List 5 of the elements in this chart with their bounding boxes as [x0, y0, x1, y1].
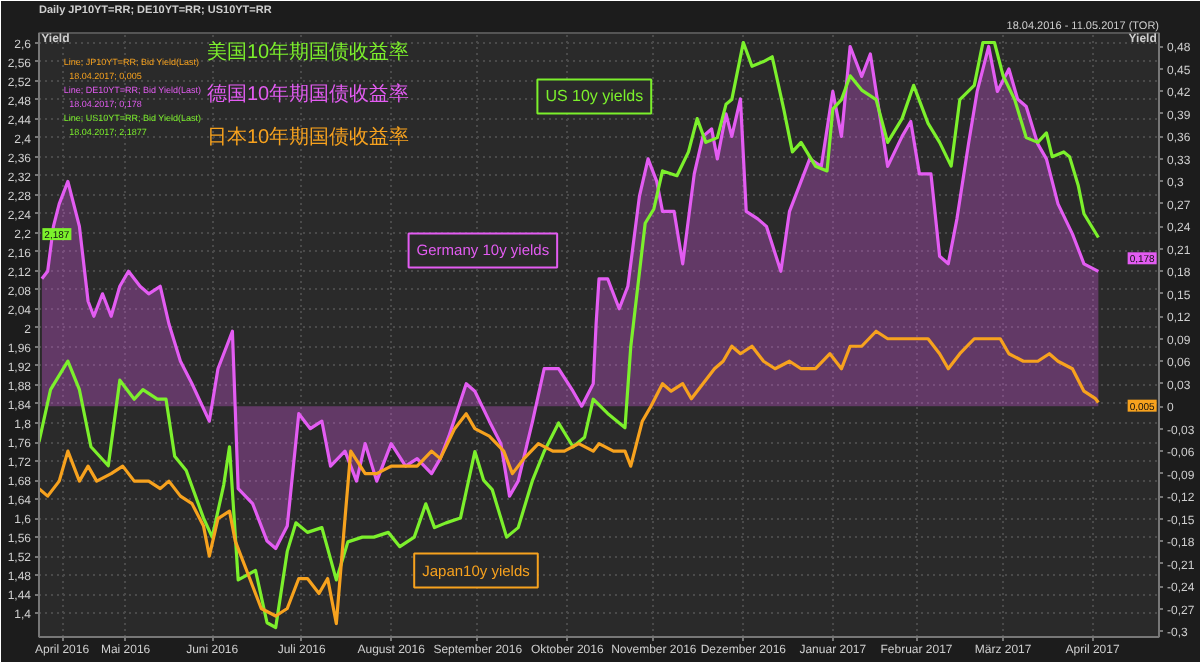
text: 美国10年期国债收益率 [207, 40, 410, 65]
line-series [39, 329, 1100, 626]
annotation: US 10y yields [545, 87, 644, 106]
text: 日本10年期国债收益率 [207, 124, 410, 149]
text: 德国10年期国债收益率 [207, 82, 410, 107]
